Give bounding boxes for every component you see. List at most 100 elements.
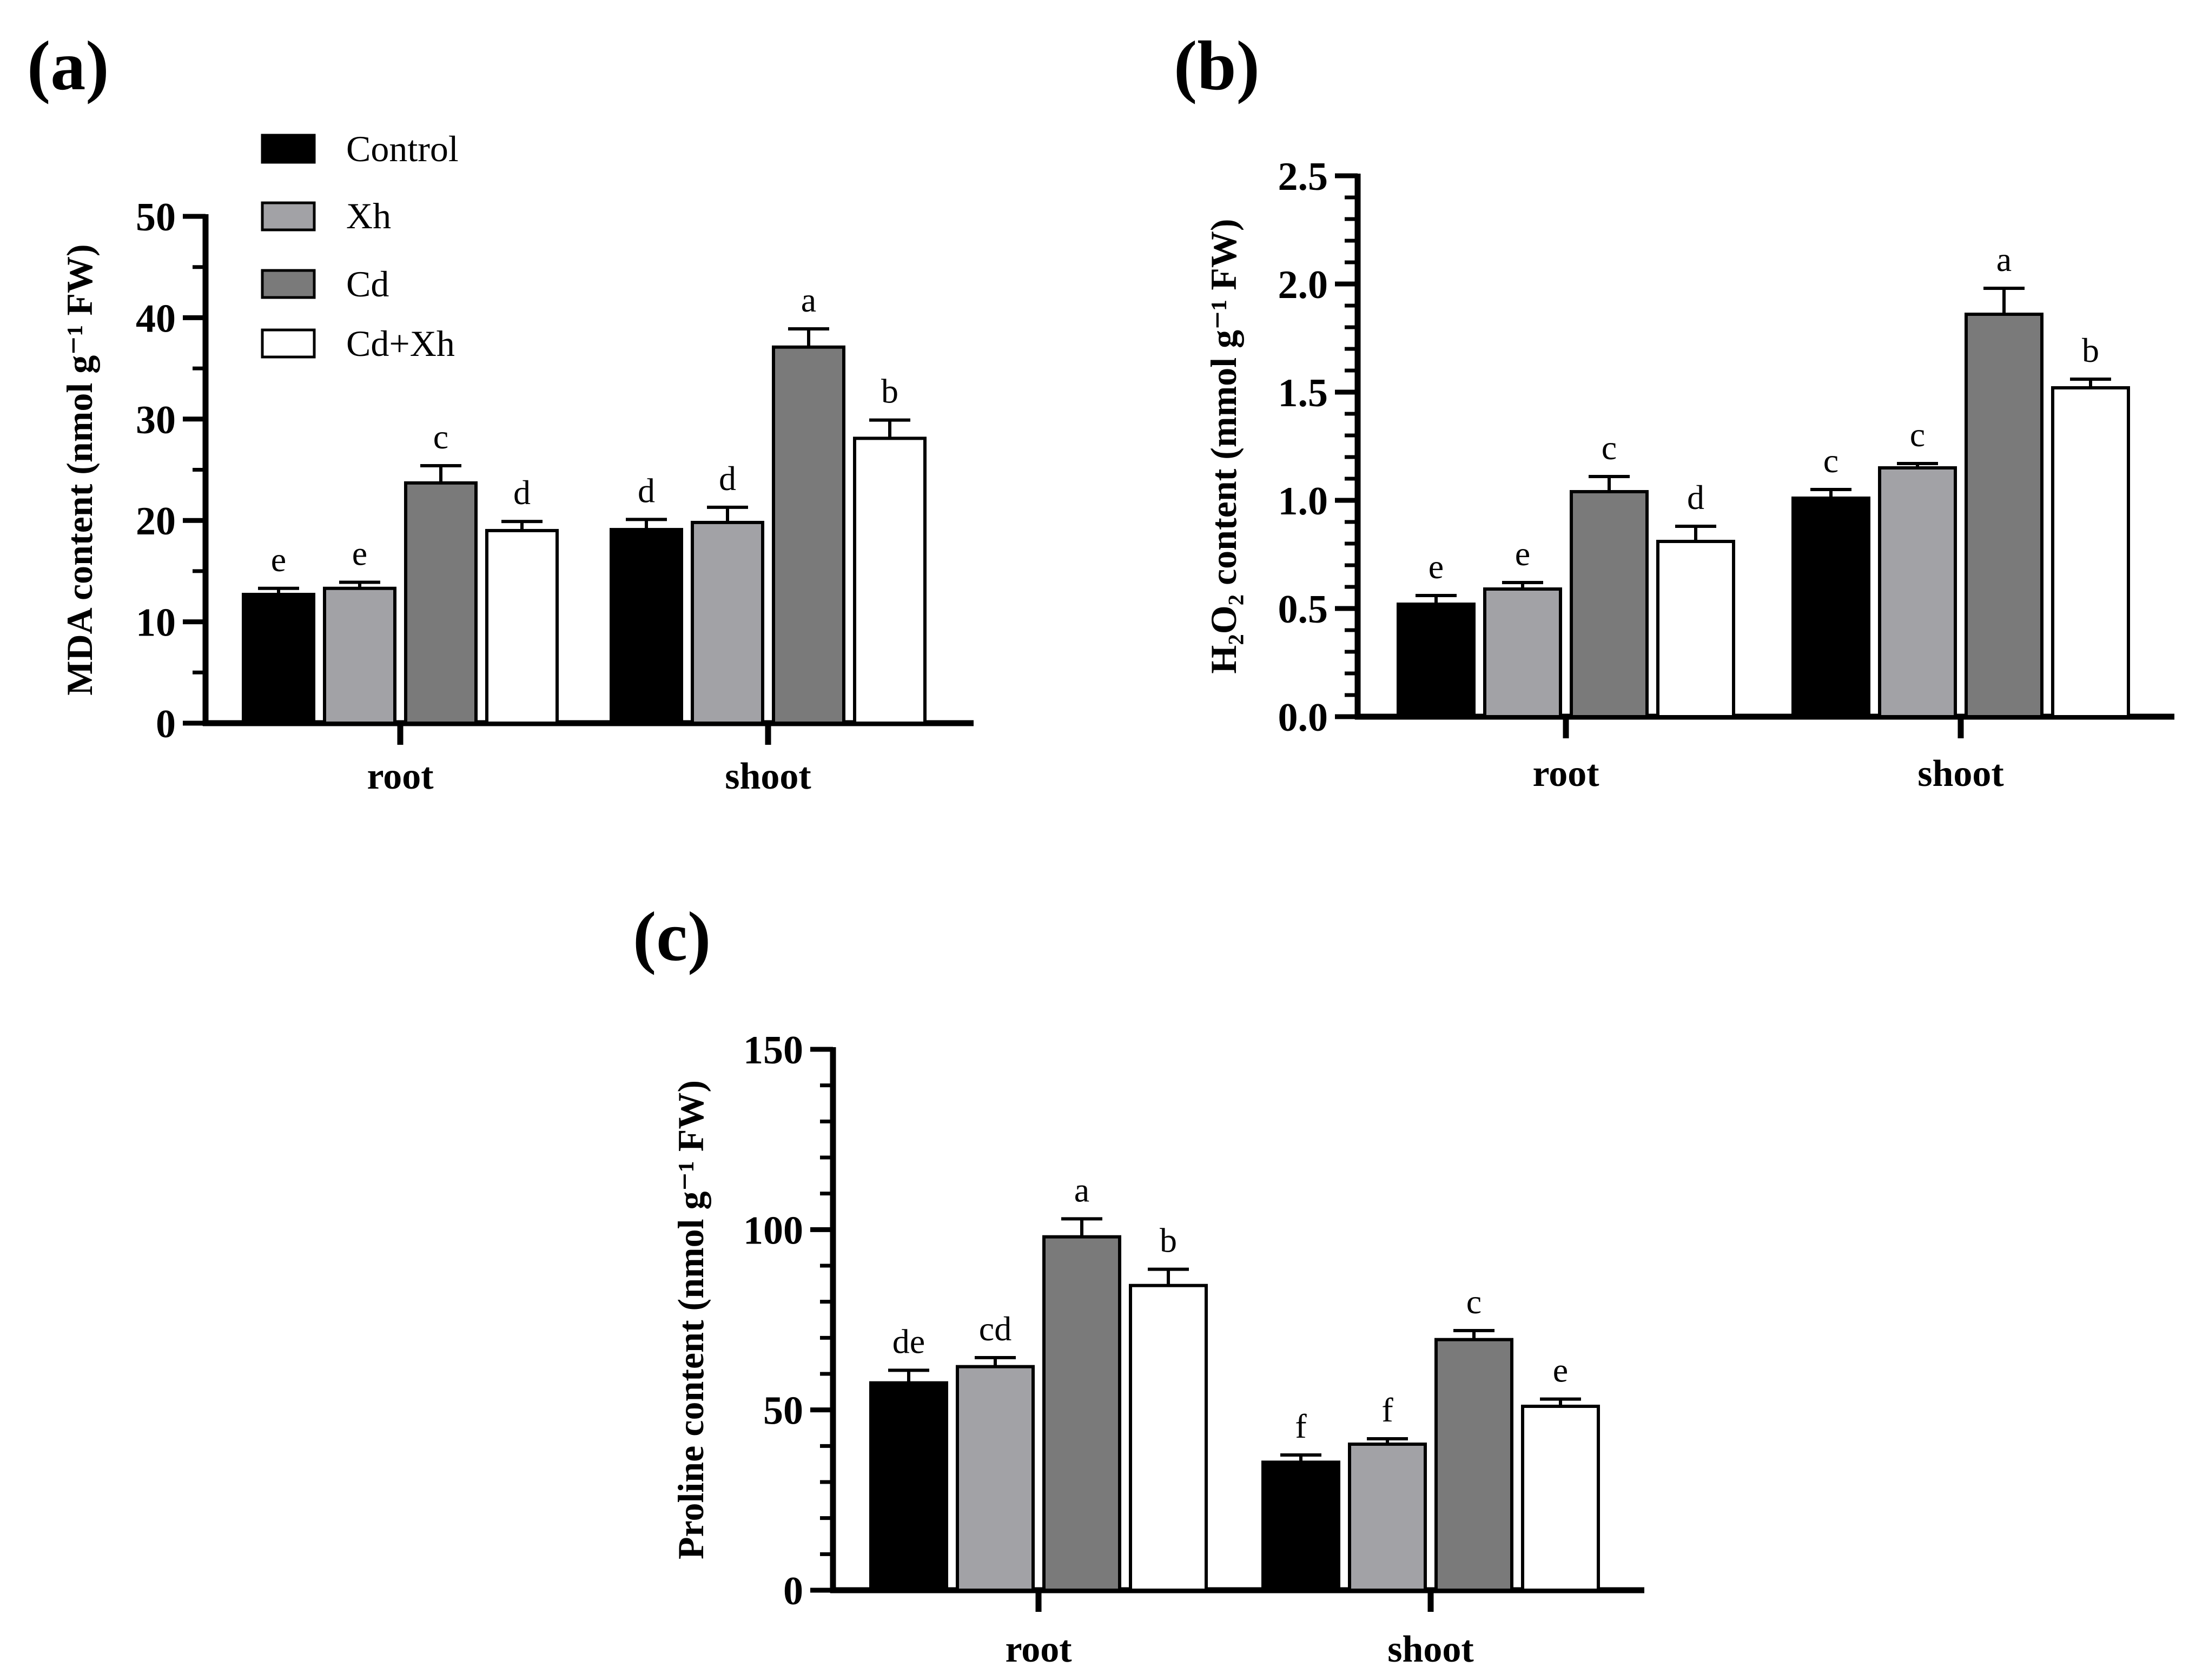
sig-letter-b-xh-root: e	[1515, 534, 1530, 573]
legend-label-cd-xh: Cd+Xh	[346, 323, 455, 364]
sig-letter-b-cd-root: c	[1602, 428, 1617, 467]
y-axis-label-a: MDA content (nmol g⁻¹ FW)	[59, 244, 100, 695]
bar-a-cd-xh-root	[485, 528, 559, 725]
sig-letter-c-cd-root: a	[1074, 1170, 1089, 1209]
bar-c-cd-xh-root	[1129, 1284, 1208, 1592]
sig-letter-b-control-root: e	[1429, 547, 1444, 586]
panel-a: (a) MDA content (nmol g⁻¹ FW) 0 10 20 30 40 5…	[27, 27, 974, 797]
panel-c: (c) Proline content (nmol g⁻¹ FW) 0 50 100…	[633, 898, 1644, 1670]
x-tick-label-shoot: shoot	[1917, 753, 2003, 795]
bars-c: de f cd f a c b e	[869, 1170, 1600, 1592]
sig-letter-a-cd-root: c	[433, 418, 448, 456]
legend-item-control: Control	[261, 128, 459, 169]
y-axis-title-c: Proline content (nmol g⁻¹ FW)	[670, 1080, 711, 1559]
legend-swatch-xh	[261, 201, 316, 232]
legend-item-cd: Cd	[261, 263, 389, 305]
x-tick-label-root: root	[1532, 753, 1599, 795]
bar-b-cd-root	[1570, 490, 1649, 718]
panel-label-b: (b)	[1174, 27, 1260, 105]
bar-c-xh-root	[956, 1365, 1035, 1592]
y-tick-label: 40	[136, 296, 176, 341]
y-tick-label: 1.5	[1278, 371, 1328, 415]
y-tick-label: 150	[743, 1028, 803, 1073]
x-tick-label-shoot: shoot	[725, 756, 811, 797]
sig-letter-c-cd-shoot: c	[1466, 1282, 1482, 1321]
legend-label-xh: Xh	[346, 195, 391, 236]
sig-letter-a-cd-xh-root: d	[513, 473, 531, 512]
sig-letter-c-control-root: de	[892, 1322, 925, 1360]
bar-c-cd-shoot	[1434, 1338, 1513, 1592]
sig-letter-b-xh-shoot: c	[1910, 415, 1925, 454]
bar-b-cd-xh-root	[1656, 540, 1735, 718]
sig-letter-a-cd-shoot: a	[801, 281, 816, 319]
y-tick-label: 50	[136, 195, 176, 240]
bar-b-xh-shoot	[1878, 466, 1957, 718]
sig-letter-c-xh-shoot: f	[1381, 1391, 1393, 1429]
bar-a-xh-root	[323, 586, 396, 725]
bar-a-control-shoot	[610, 528, 683, 725]
y-tick-label: 0.5	[1278, 587, 1328, 632]
x-tick-label-shoot: shoot	[1387, 1629, 1473, 1670]
bar-b-cd-xh-shoot	[2051, 386, 2130, 718]
bar-c-control-root	[869, 1381, 948, 1592]
y-tick-label: 1.0	[1278, 479, 1328, 524]
sig-letter-a-control-shoot: d	[638, 471, 655, 510]
panel-label-a: (a)	[27, 27, 109, 105]
y-tick-label: 2.5	[1278, 155, 1328, 199]
y-axis-title-a: MDA content (nmol g⁻¹ FW)	[59, 244, 100, 695]
y-tick-label: 100	[743, 1208, 803, 1253]
sig-letter-b-cd-xh-root: d	[1687, 478, 1704, 517]
y-tick-label: 0	[156, 702, 176, 746]
y-tick-label: 2.0	[1278, 263, 1328, 307]
bar-a-control-root	[242, 593, 315, 725]
x-tick-label-root: root	[1005, 1629, 1072, 1670]
legend-item-cd-xh: Cd+Xh	[261, 323, 455, 364]
bars-b: e c e c c a d b	[1397, 240, 2130, 718]
bar-c-cd-root	[1042, 1235, 1121, 1592]
bar-a-cd-root	[404, 481, 478, 725]
bar-a-cd-xh-shoot	[853, 436, 927, 725]
bar-a-xh-shoot	[691, 520, 764, 725]
y-axis-label-c: Proline content (nmol g⁻¹ FW)	[670, 1080, 711, 1559]
axes-c: 0 50 100 150 root shoot	[743, 1028, 1644, 1670]
sig-letter-c-cd-xh-shoot: e	[1553, 1351, 1568, 1390]
bar-b-control-root	[1397, 603, 1476, 718]
sig-letter-b-cd-shoot: a	[1996, 240, 2012, 279]
y-tick-label: 20	[136, 499, 176, 544]
sig-letter-b-cd-xh-shoot: b	[2082, 331, 2099, 369]
panel-label-c: (c)	[633, 898, 711, 976]
y-tick-label: 50	[763, 1389, 803, 1433]
y-tick-label: 0	[783, 1569, 803, 1613]
y-tick-label: 0.0	[1278, 696, 1328, 740]
y-axis-label-b: H₂O₂ content (mmol g⁻¹ FW)	[1203, 219, 1244, 673]
y-tick-label: 10	[136, 601, 176, 645]
bar-b-cd-shoot	[1965, 313, 2043, 718]
bar-c-cd-xh-shoot	[1521, 1405, 1600, 1592]
y-tick-label: 30	[136, 398, 176, 442]
legend-swatch-cd-xh	[261, 328, 316, 359]
bar-c-control-shoot	[1261, 1460, 1340, 1592]
legend-label-control: Control	[346, 128, 459, 169]
panel-b: (b) H₂O₂ content (mmol g⁻¹ FW) 0.0 0.5 1.0…	[1174, 27, 2174, 795]
bar-b-control-shoot	[1791, 497, 1870, 718]
legend-item-xh: Xh	[261, 195, 391, 236]
legend-swatch-control	[261, 134, 316, 164]
sig-letter-b-control-shoot: c	[1823, 441, 1839, 480]
y-axis-title-b: H₂O₂ content (mmol g⁻¹ FW)	[1203, 219, 1244, 673]
sig-letter-a-xh-root: e	[352, 534, 367, 573]
legend-label-cd: Cd	[346, 263, 389, 305]
sig-letter-a-cd-xh-shoot: b	[881, 372, 898, 411]
sig-letter-c-xh-root: cd	[979, 1309, 1011, 1348]
legend-swatch-cd	[261, 269, 316, 299]
bars-a: e d e d c a d b	[242, 281, 927, 725]
sig-letter-c-cd-xh-root: b	[1160, 1221, 1177, 1260]
legend: Control Xh Cd Cd+Xh	[261, 128, 459, 364]
bar-a-cd-shoot	[772, 345, 845, 725]
sig-letter-a-xh-shoot: d	[719, 459, 736, 498]
bar-b-xh-root	[1483, 587, 1562, 718]
bar-c-xh-shoot	[1348, 1443, 1427, 1592]
x-tick-label-root: root	[367, 756, 433, 797]
sig-letter-a-control-root: e	[271, 540, 286, 579]
